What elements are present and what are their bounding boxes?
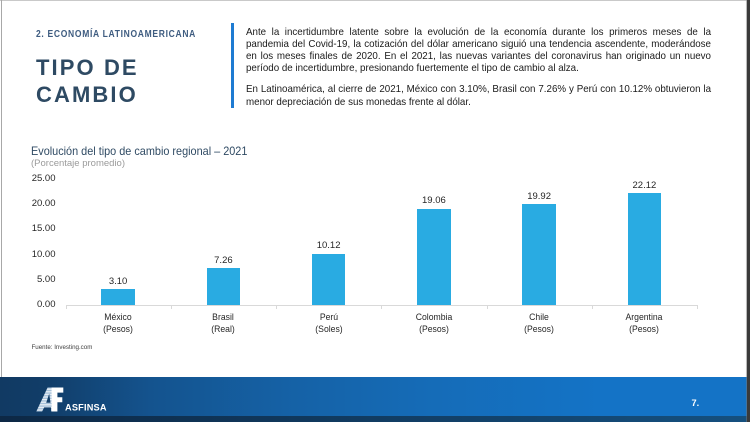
svg-text:ASFINSA: ASFINSA [65,403,107,413]
